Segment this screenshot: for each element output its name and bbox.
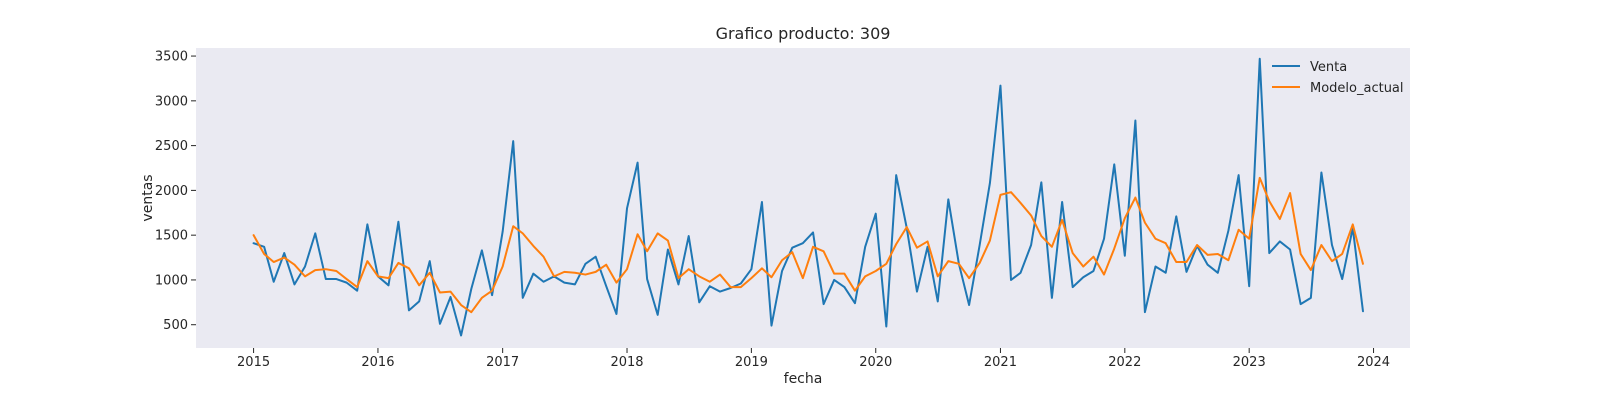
y-axis-label: ventas bbox=[140, 174, 156, 221]
y-tick-label: 3000 bbox=[155, 94, 188, 109]
plot-area bbox=[196, 48, 1410, 348]
x-tick-label: 2021 bbox=[984, 355, 1017, 370]
y-tick-label: 1500 bbox=[155, 229, 188, 244]
series-line-modelo-actual bbox=[252, 176, 1364, 314]
chart-title: Grafico producto: 309 bbox=[716, 24, 891, 43]
x-axis-label: fecha bbox=[784, 371, 823, 387]
legend: Venta Modelo_actual bbox=[1272, 60, 1404, 96]
y-tick-label: 1000 bbox=[155, 273, 188, 288]
x-tick-label: 2020 bbox=[859, 355, 892, 370]
y-tick-label: 2000 bbox=[155, 184, 188, 199]
x-tick-label: 2019 bbox=[735, 355, 768, 370]
x-tick-label: 2018 bbox=[610, 355, 643, 370]
x-tick-label: 2022 bbox=[1108, 355, 1141, 370]
x-axis-ticks: 2015 2016 2017 2018 2019 2020 2021 2022 2023 2024 bbox=[237, 348, 1390, 370]
x-tick-label: 2017 bbox=[486, 355, 519, 370]
y-tick-label: 2500 bbox=[155, 139, 188, 154]
series-layer bbox=[252, 57, 1364, 337]
series-line-venta bbox=[252, 57, 1364, 337]
legend-item: Venta bbox=[1272, 60, 1347, 75]
legend-label: Modelo_actual bbox=[1310, 81, 1404, 96]
y-tick-label: 3500 bbox=[155, 50, 188, 65]
x-tick-label: 2024 bbox=[1357, 355, 1390, 370]
x-tick-label: 2016 bbox=[361, 355, 394, 370]
x-tick-label: 2023 bbox=[1233, 355, 1266, 370]
legend-item: Modelo_actual bbox=[1272, 81, 1404, 96]
legend-label: Venta bbox=[1310, 60, 1347, 75]
x-tick-label: 2015 bbox=[237, 355, 270, 370]
y-tick-label: 500 bbox=[163, 318, 188, 333]
y-axis-ticks: 500 1000 1500 2000 2500 3000 3500 bbox=[155, 50, 196, 333]
